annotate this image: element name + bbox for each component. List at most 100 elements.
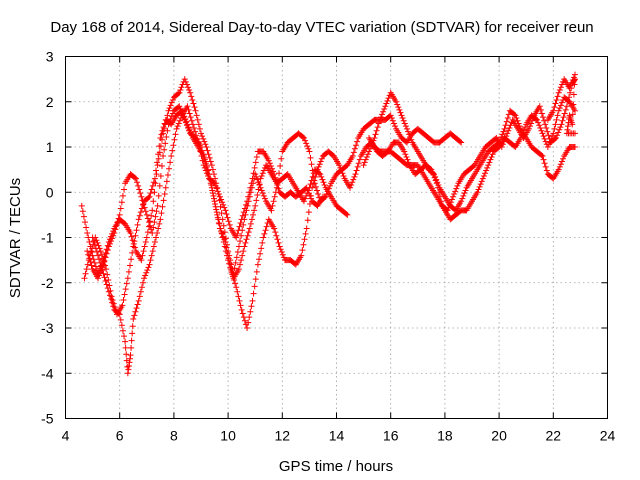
data-point bbox=[109, 235, 116, 242]
data-point bbox=[134, 221, 141, 228]
data-point bbox=[301, 236, 308, 243]
data-point bbox=[309, 173, 316, 180]
data-point bbox=[429, 170, 436, 177]
data-point bbox=[556, 163, 563, 170]
data-point bbox=[141, 243, 148, 250]
data-point bbox=[83, 224, 90, 231]
data-point bbox=[246, 225, 253, 232]
data-point bbox=[243, 236, 250, 243]
data-point bbox=[517, 134, 524, 141]
data-point bbox=[143, 234, 150, 241]
data-point bbox=[158, 210, 165, 217]
data-point bbox=[571, 130, 578, 137]
data-point bbox=[474, 189, 481, 196]
data-point bbox=[558, 81, 565, 88]
data-point bbox=[554, 93, 561, 100]
data-point bbox=[123, 351, 130, 358]
data-point bbox=[116, 211, 123, 218]
data-point bbox=[519, 129, 526, 136]
data-point bbox=[353, 167, 360, 174]
y-tick-label: -5 bbox=[41, 411, 54, 427]
data-point bbox=[154, 159, 161, 166]
data-point bbox=[188, 117, 195, 124]
data-point bbox=[198, 153, 205, 160]
data-point bbox=[190, 100, 197, 107]
data-point bbox=[408, 136, 415, 143]
data-point bbox=[372, 131, 379, 138]
data-point bbox=[252, 202, 259, 209]
data-point bbox=[98, 263, 105, 270]
data-point bbox=[147, 190, 154, 197]
data-point bbox=[235, 266, 242, 273]
data-point bbox=[209, 187, 216, 194]
data-point bbox=[208, 184, 215, 191]
data-point bbox=[136, 186, 143, 193]
data-point bbox=[118, 322, 125, 329]
data-point bbox=[302, 195, 309, 202]
data-point bbox=[78, 202, 85, 209]
data-point bbox=[300, 198, 307, 205]
data-point bbox=[183, 122, 190, 129]
data-point bbox=[137, 190, 144, 197]
data-point bbox=[122, 344, 129, 351]
data-point bbox=[150, 224, 157, 231]
data-point bbox=[215, 191, 222, 198]
data-point bbox=[212, 175, 219, 182]
data-point bbox=[150, 243, 157, 250]
data-point bbox=[543, 124, 550, 131]
data-point bbox=[253, 153, 260, 160]
data-point bbox=[511, 111, 518, 118]
data-point bbox=[304, 143, 311, 150]
data-point bbox=[184, 84, 191, 91]
data-point bbox=[86, 239, 93, 246]
x-tick-label: 10 bbox=[220, 428, 236, 444]
data-point bbox=[254, 191, 261, 198]
y-axis-label: SDTVAR / TECUs bbox=[7, 178, 24, 298]
data-point bbox=[93, 237, 100, 244]
data-point bbox=[151, 175, 158, 182]
data-point bbox=[244, 198, 251, 205]
data-point bbox=[338, 167, 345, 174]
data-point bbox=[256, 181, 263, 188]
data-point bbox=[541, 117, 548, 124]
data-point bbox=[567, 89, 574, 96]
data-point bbox=[354, 138, 361, 145]
data-point bbox=[181, 116, 188, 123]
data-point bbox=[101, 258, 108, 265]
data-point bbox=[159, 203, 166, 210]
data-point bbox=[315, 191, 322, 198]
data-point bbox=[192, 128, 199, 135]
data-point bbox=[267, 163, 274, 170]
data-point bbox=[540, 156, 547, 163]
data-point bbox=[541, 135, 548, 142]
data-point bbox=[115, 215, 122, 222]
data-point bbox=[269, 202, 276, 209]
data-point bbox=[273, 232, 280, 239]
data-point bbox=[551, 125, 558, 132]
data-point bbox=[231, 265, 238, 272]
data-point bbox=[374, 124, 381, 131]
data-point bbox=[235, 243, 242, 250]
data-point bbox=[560, 114, 567, 121]
data-point bbox=[203, 144, 210, 150]
data-point bbox=[151, 239, 158, 246]
data-point bbox=[144, 267, 151, 274]
data-point bbox=[125, 363, 132, 370]
data-point bbox=[113, 222, 120, 229]
data-point bbox=[182, 119, 189, 126]
data-point bbox=[398, 112, 405, 119]
data-point bbox=[219, 234, 226, 241]
data-point bbox=[556, 86, 563, 93]
data-point bbox=[88, 262, 95, 269]
data-point bbox=[126, 355, 133, 362]
data-point bbox=[196, 125, 203, 132]
data-point bbox=[190, 124, 197, 131]
data-point bbox=[485, 162, 492, 169]
data-point bbox=[212, 203, 219, 210]
data-point bbox=[367, 145, 374, 152]
data-point bbox=[259, 190, 266, 197]
data-point bbox=[153, 208, 160, 215]
data-point bbox=[205, 151, 212, 158]
data-point bbox=[164, 112, 171, 119]
data-point bbox=[202, 141, 209, 148]
